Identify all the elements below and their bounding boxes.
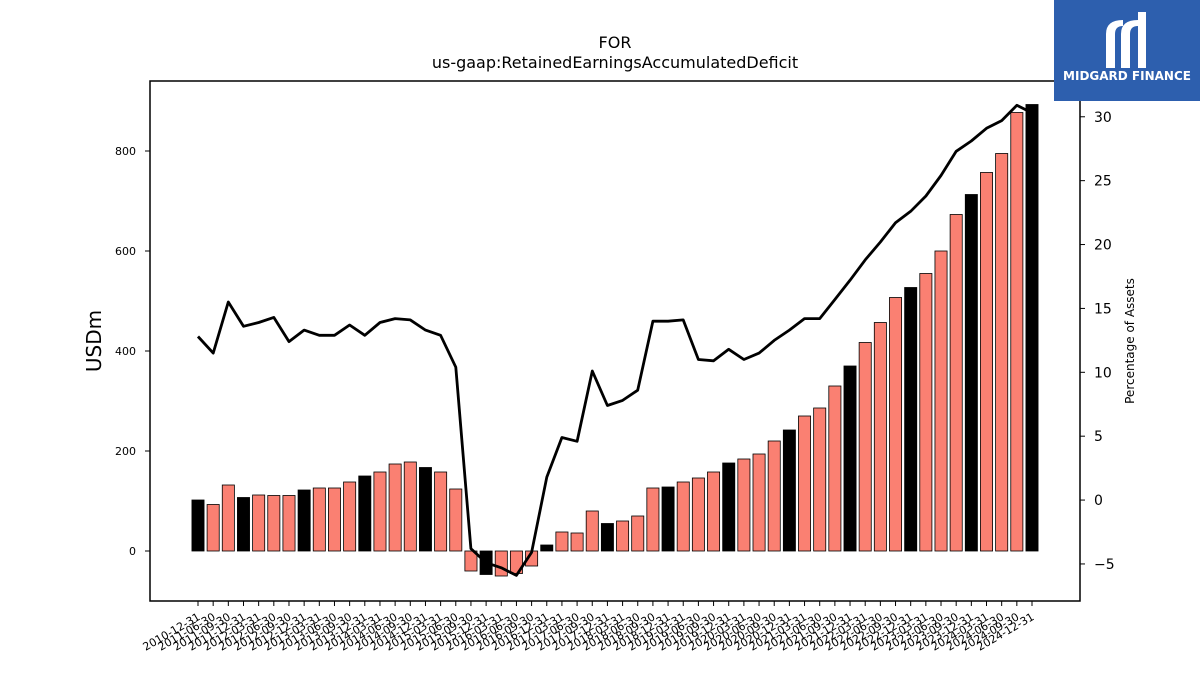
bar-series [191,104,1039,577]
bar [494,550,508,577]
bar [540,544,554,552]
bar [237,497,250,552]
bar [889,297,902,552]
bar [995,153,1009,552]
bar [782,429,796,552]
right-axis: −5 0 5 10 15 20 25 30 [1080,110,1115,573]
bar [267,495,281,552]
y-tick-label: 200 [115,445,136,458]
bar [1025,104,1039,552]
y2-tick-label: −5 [1094,557,1115,573]
bar [206,504,220,552]
bar [722,462,736,552]
y-tick-label: 400 [115,345,136,358]
y2-tick-label: 10 [1094,365,1112,381]
percentage-line [196,103,1033,577]
bar [904,287,918,552]
bar [373,471,387,552]
bar [646,487,660,552]
bar [843,365,857,552]
bar [585,510,599,552]
y2-tick-label: 25 [1094,174,1112,190]
bar [661,486,675,552]
bar [858,342,872,552]
logo-mark-icon [1106,12,1146,68]
bar [312,487,326,552]
y2-tick-label: 30 [1094,110,1112,126]
bar [752,453,766,552]
bar [282,495,296,552]
bar [297,489,311,552]
bar [464,550,478,572]
y-tick-label: 800 [115,145,136,158]
line-series [196,103,1033,577]
bar [980,172,993,552]
bar [631,515,645,552]
bar [328,487,341,552]
bar [798,415,812,552]
chart-title: FOR [599,33,632,52]
bar [919,273,933,552]
bar [555,531,569,552]
y2-tick-label: 5 [1094,429,1103,445]
bar [964,194,978,552]
y2-tick-label: 15 [1094,301,1112,317]
midgard-finance-logo: MIDGARD FINANCE [1054,0,1200,101]
bar [434,471,448,552]
bar [934,250,948,552]
bar [949,214,963,552]
bar [221,484,235,552]
bar [873,322,887,552]
bar [813,407,827,552]
bar [449,488,463,552]
bar [418,467,432,552]
y-tick-label: 600 [115,245,136,258]
bar [600,523,614,552]
bar [691,477,705,552]
bar [388,463,402,552]
bar [358,475,372,552]
y-tick-label: 0 [129,545,136,558]
bar [737,458,751,552]
y2-tick-label: 0 [1094,493,1103,509]
left-axis: 0 200 400 600 800 [115,145,150,558]
bar [616,520,630,552]
bar [707,471,721,552]
bar [767,440,781,552]
y2-axis-label: Percentage of Assets [1123,278,1137,404]
chart-subtitle: us-gaap:RetainedEarningsAccumulatedDefic… [432,53,798,72]
bar [252,494,266,552]
y-axis-label: USDm [82,310,106,372]
bar [191,499,205,552]
bar [343,481,357,552]
bar [570,532,584,552]
logo-text: MIDGARD FINANCE [1063,69,1191,83]
y2-tick-label: 20 [1094,238,1112,254]
plot-frame [149,80,1081,602]
x-axis: 2010-12-312011-06-302011-09-302011-12-31… [141,601,1037,654]
bar [676,481,690,552]
bar [828,385,842,552]
bar [403,461,417,552]
bar [1010,112,1024,552]
